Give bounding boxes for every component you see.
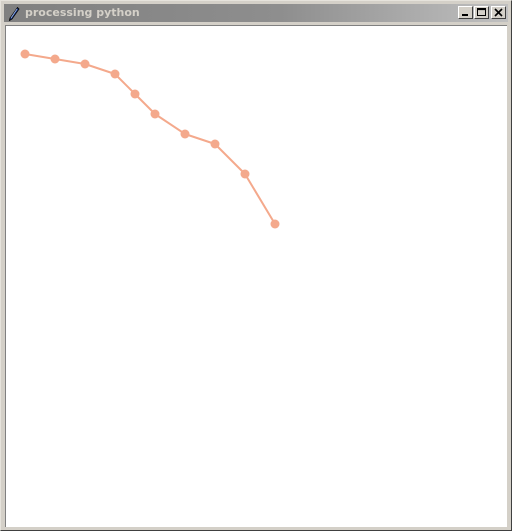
feather-pen-icon[interactable] (8, 6, 20, 22)
title-bar[interactable]: processing python (4, 4, 508, 22)
close-icon (494, 8, 503, 17)
curve-point (80, 59, 90, 69)
curve-point (50, 54, 60, 64)
curve-point (20, 49, 30, 59)
maximize-button[interactable] (474, 6, 489, 19)
minimize-icon (462, 14, 468, 16)
curve-point (150, 109, 160, 119)
curve-point (210, 139, 220, 149)
curve-point (130, 89, 140, 99)
curve-line (24, 53, 276, 225)
curve-point (180, 129, 190, 139)
sketch-drawing (20, 49, 280, 229)
close-button[interactable] (491, 6, 506, 19)
maximize-icon (477, 8, 486, 16)
curve-point (240, 169, 250, 179)
window-title: processing python (25, 6, 140, 19)
curve-point (270, 219, 280, 229)
curve-point (110, 69, 120, 79)
minimize-button[interactable] (458, 6, 473, 19)
sketch-canvas[interactable] (5, 25, 507, 527)
